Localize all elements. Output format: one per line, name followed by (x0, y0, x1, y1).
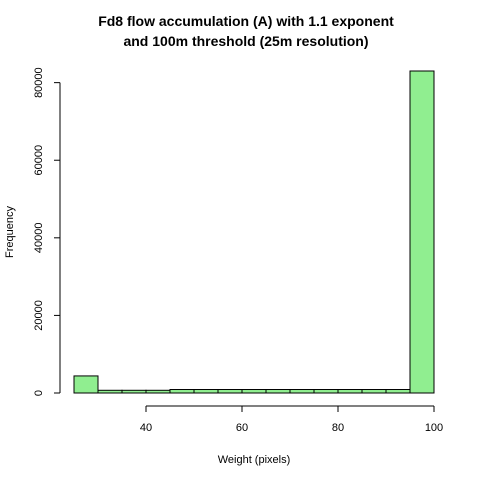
y-tick-label: 80000 (33, 67, 45, 98)
histogram-bar-13 (361, 389, 387, 394)
y-tick-label: 60000 (33, 145, 45, 176)
histogram-bar-4 (145, 389, 171, 394)
chart-title-line-1: Fd8 flow accumulation (A) with 1.1 expon… (98, 13, 394, 29)
histogram-bar-15 (409, 70, 435, 394)
histogram-bar-5 (169, 389, 195, 394)
histogram-bar-3 (121, 389, 147, 394)
histogram-bar-10 (289, 389, 315, 394)
histogram-bar-14 (385, 389, 411, 394)
histogram-bar-7 (217, 389, 243, 394)
y-tick-label: 40000 (33, 223, 45, 254)
x-tick-label: 40 (140, 422, 152, 434)
histogram-bar-11 (313, 389, 339, 394)
x-tick-label: 80 (332, 422, 344, 434)
x-axis: 40 60 80 100 (140, 405, 443, 434)
chart-title-line-2: and 100m threshold (25m resolution) (123, 33, 368, 49)
y-axis: 0 20000 40000 60000 80000 (33, 67, 61, 396)
y-tick-label: 0 (33, 390, 45, 396)
histogram-bar-12 (337, 389, 363, 394)
y-tick-label: 20000 (33, 300, 45, 331)
y-axis-label: Frequency (4, 206, 16, 258)
histogram-bar-6 (193, 389, 219, 394)
histogram-bar-9 (265, 389, 291, 394)
x-tick-label: 100 (425, 422, 443, 434)
histogram-bar-8 (241, 389, 267, 394)
x-axis-label: Weight (pixels) (218, 454, 291, 466)
histogram-bar-2 (97, 389, 123, 394)
histogram-bar-1 (73, 375, 99, 394)
histogram-bars (73, 70, 435, 394)
x-tick-label: 60 (236, 422, 248, 434)
